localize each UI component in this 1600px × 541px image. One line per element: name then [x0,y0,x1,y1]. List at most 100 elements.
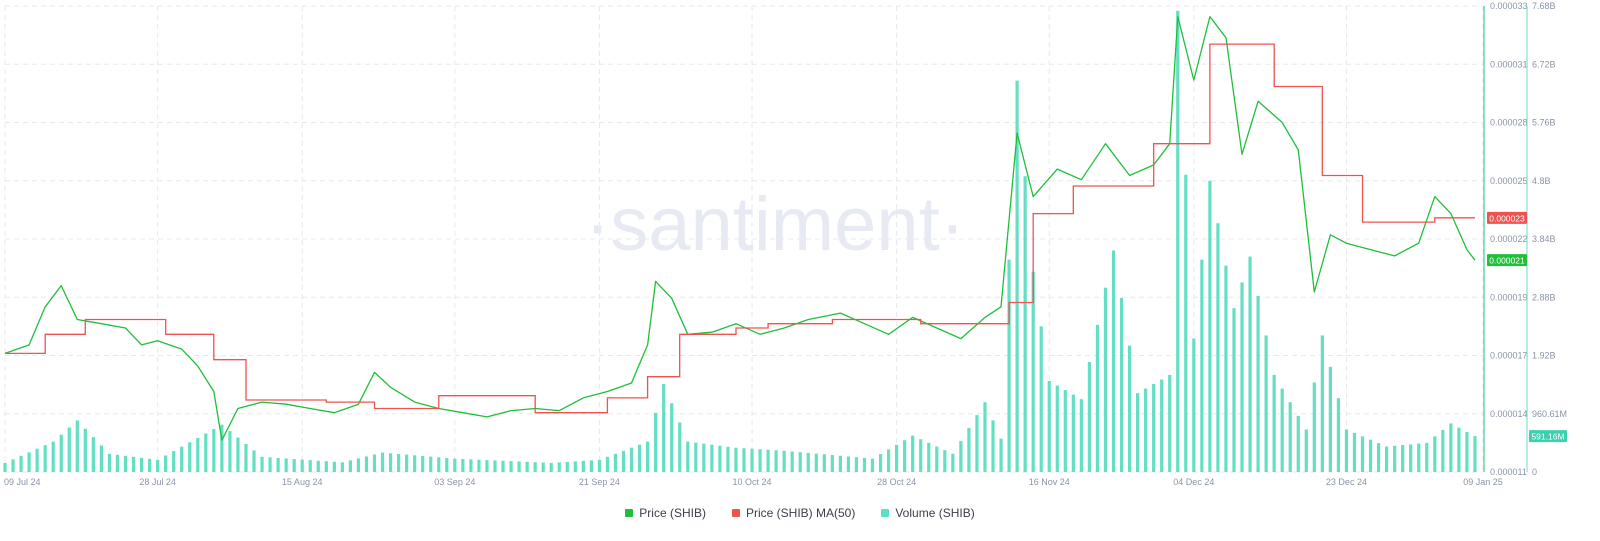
volume-bar [517,461,521,472]
x-axis-tick: 09 Jul 24 [4,477,41,487]
volume-bar [11,459,15,472]
volume-bar [919,439,923,472]
volume-bar [164,455,168,472]
volume-bar [388,453,393,472]
volume-bar [758,449,762,472]
volume-bar [774,450,778,472]
volume-bar [1433,436,1437,472]
volume-bar [212,429,216,472]
volume-bar [196,437,200,472]
volume-bar [268,457,272,472]
volume-bar [276,457,280,472]
ma50-last-value-bg [1487,211,1527,224]
volume-bar [1127,345,1132,472]
volume-bar [324,461,328,472]
legend-label: Price (SHIB) [639,506,706,520]
volume-bar [573,461,577,472]
volume-bar [1425,442,1429,472]
volume-bar [838,455,842,472]
volume-bar [461,459,465,472]
volume-bar [172,451,176,472]
axes: 0.000033 7.68B 0.000031 6.72B 0.000028 5.76B 0… [4,1,1567,487]
x-axis-tick: 21 Sep 24 [579,477,620,487]
volume-bar [1296,415,1300,472]
volume-bar [107,453,112,472]
volume-bar [1409,444,1413,472]
volume-bar [646,441,650,472]
price-axis-tick: 0.000022 [1490,234,1528,244]
volume-bar [1111,250,1116,472]
volume-bar [1376,443,1381,472]
volume-bar [396,453,401,472]
volume-bar [284,458,288,472]
volume-bar [364,456,369,472]
volume-bar [501,460,505,472]
volume-bar [147,458,152,472]
volume-bar [131,456,136,472]
legend-item-ma50[interactable]: Price (SHIB) MA(50) [731,506,855,520]
volume-bar [629,447,634,472]
volume-bar [1079,399,1083,472]
ma50-swatch-icon [731,509,740,517]
volume-bar [862,457,867,472]
volume-bar [1304,429,1308,472]
volume-bar [99,445,103,472]
volume-bar [927,442,931,472]
price-axis-tick: 0.000014 [1490,409,1528,419]
price-series [4,15,1476,441]
price-axis-tick: 0.000017 [1490,351,1528,361]
volume-bar [139,457,144,472]
volume-bar [742,448,746,472]
volume-bar [509,461,513,472]
volume-bar [51,441,55,472]
volume-bar [790,451,794,472]
volume-bar [983,402,987,472]
volume-bar [1055,385,1059,472]
volume-bar [1087,362,1092,472]
volume-bar [806,452,810,472]
volume-bar [975,415,979,472]
volume-bar [870,458,875,472]
volume-bar [228,431,232,472]
volume-bar [798,452,802,472]
volume-bar [67,427,71,472]
volume-bar [1031,271,1035,472]
volume-bar [533,462,537,472]
x-axis-tick: 23 Dec 24 [1326,477,1367,487]
volume-bar [1368,439,1373,472]
volume-bar [43,445,47,472]
volume-bar [1401,445,1405,472]
volume-bar [1135,393,1140,472]
volume-bar [1393,445,1397,472]
volume-bar [943,450,947,472]
volume-bar [589,460,593,472]
volume-axis-tick: 0 [1532,467,1537,477]
volume-bar [236,437,240,472]
volume-bar [91,437,95,472]
volume-axis-tick: 4.8B [1532,176,1551,186]
volume-bar [1288,402,1292,472]
volume-bar [581,460,585,472]
price-swatch-icon [625,509,634,517]
volume-bar [340,462,344,472]
volume-bar [702,443,706,472]
volume-bar [1240,282,1244,472]
volume-bar [220,424,224,472]
volume-bar [421,455,425,472]
legend-item-volume[interactable]: Volume (SHIB) [881,506,975,520]
volume-bar [1063,390,1067,472]
volume-bar [59,434,63,472]
volume-bar [718,445,722,472]
volume-bar [903,440,907,472]
volume-bar [1152,384,1156,472]
volume-bar [1328,366,1332,472]
volume-bar [156,459,160,472]
volume-bar [694,442,698,472]
volume-bar [380,452,385,472]
legend-item-price[interactable]: Price (SHIB) [625,506,706,520]
volume-bar [1071,394,1075,472]
volume-bar [1320,335,1324,472]
volume-bar [332,461,336,472]
price-axis-tick: 0.000025 [1490,176,1528,186]
